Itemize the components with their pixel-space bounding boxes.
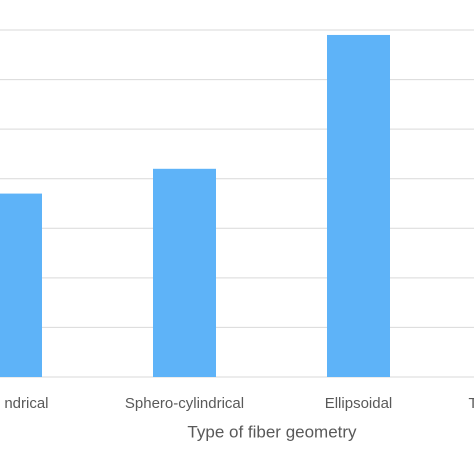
x-tick-label: Sphero-cylindrical — [125, 395, 244, 412]
x-axis-title: Type of fiber geometry — [187, 422, 357, 441]
bar — [327, 34, 390, 377]
x-tick-label: Ellipsoidal — [325, 395, 393, 412]
x-tick-label: T — [469, 395, 474, 412]
x-tick-label: ndrical — [4, 395, 48, 412]
bar — [0, 193, 42, 377]
bar — [153, 168, 216, 377]
